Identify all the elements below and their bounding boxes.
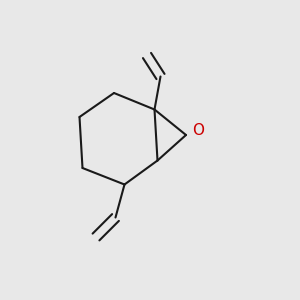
- Text: O: O: [192, 123, 204, 138]
